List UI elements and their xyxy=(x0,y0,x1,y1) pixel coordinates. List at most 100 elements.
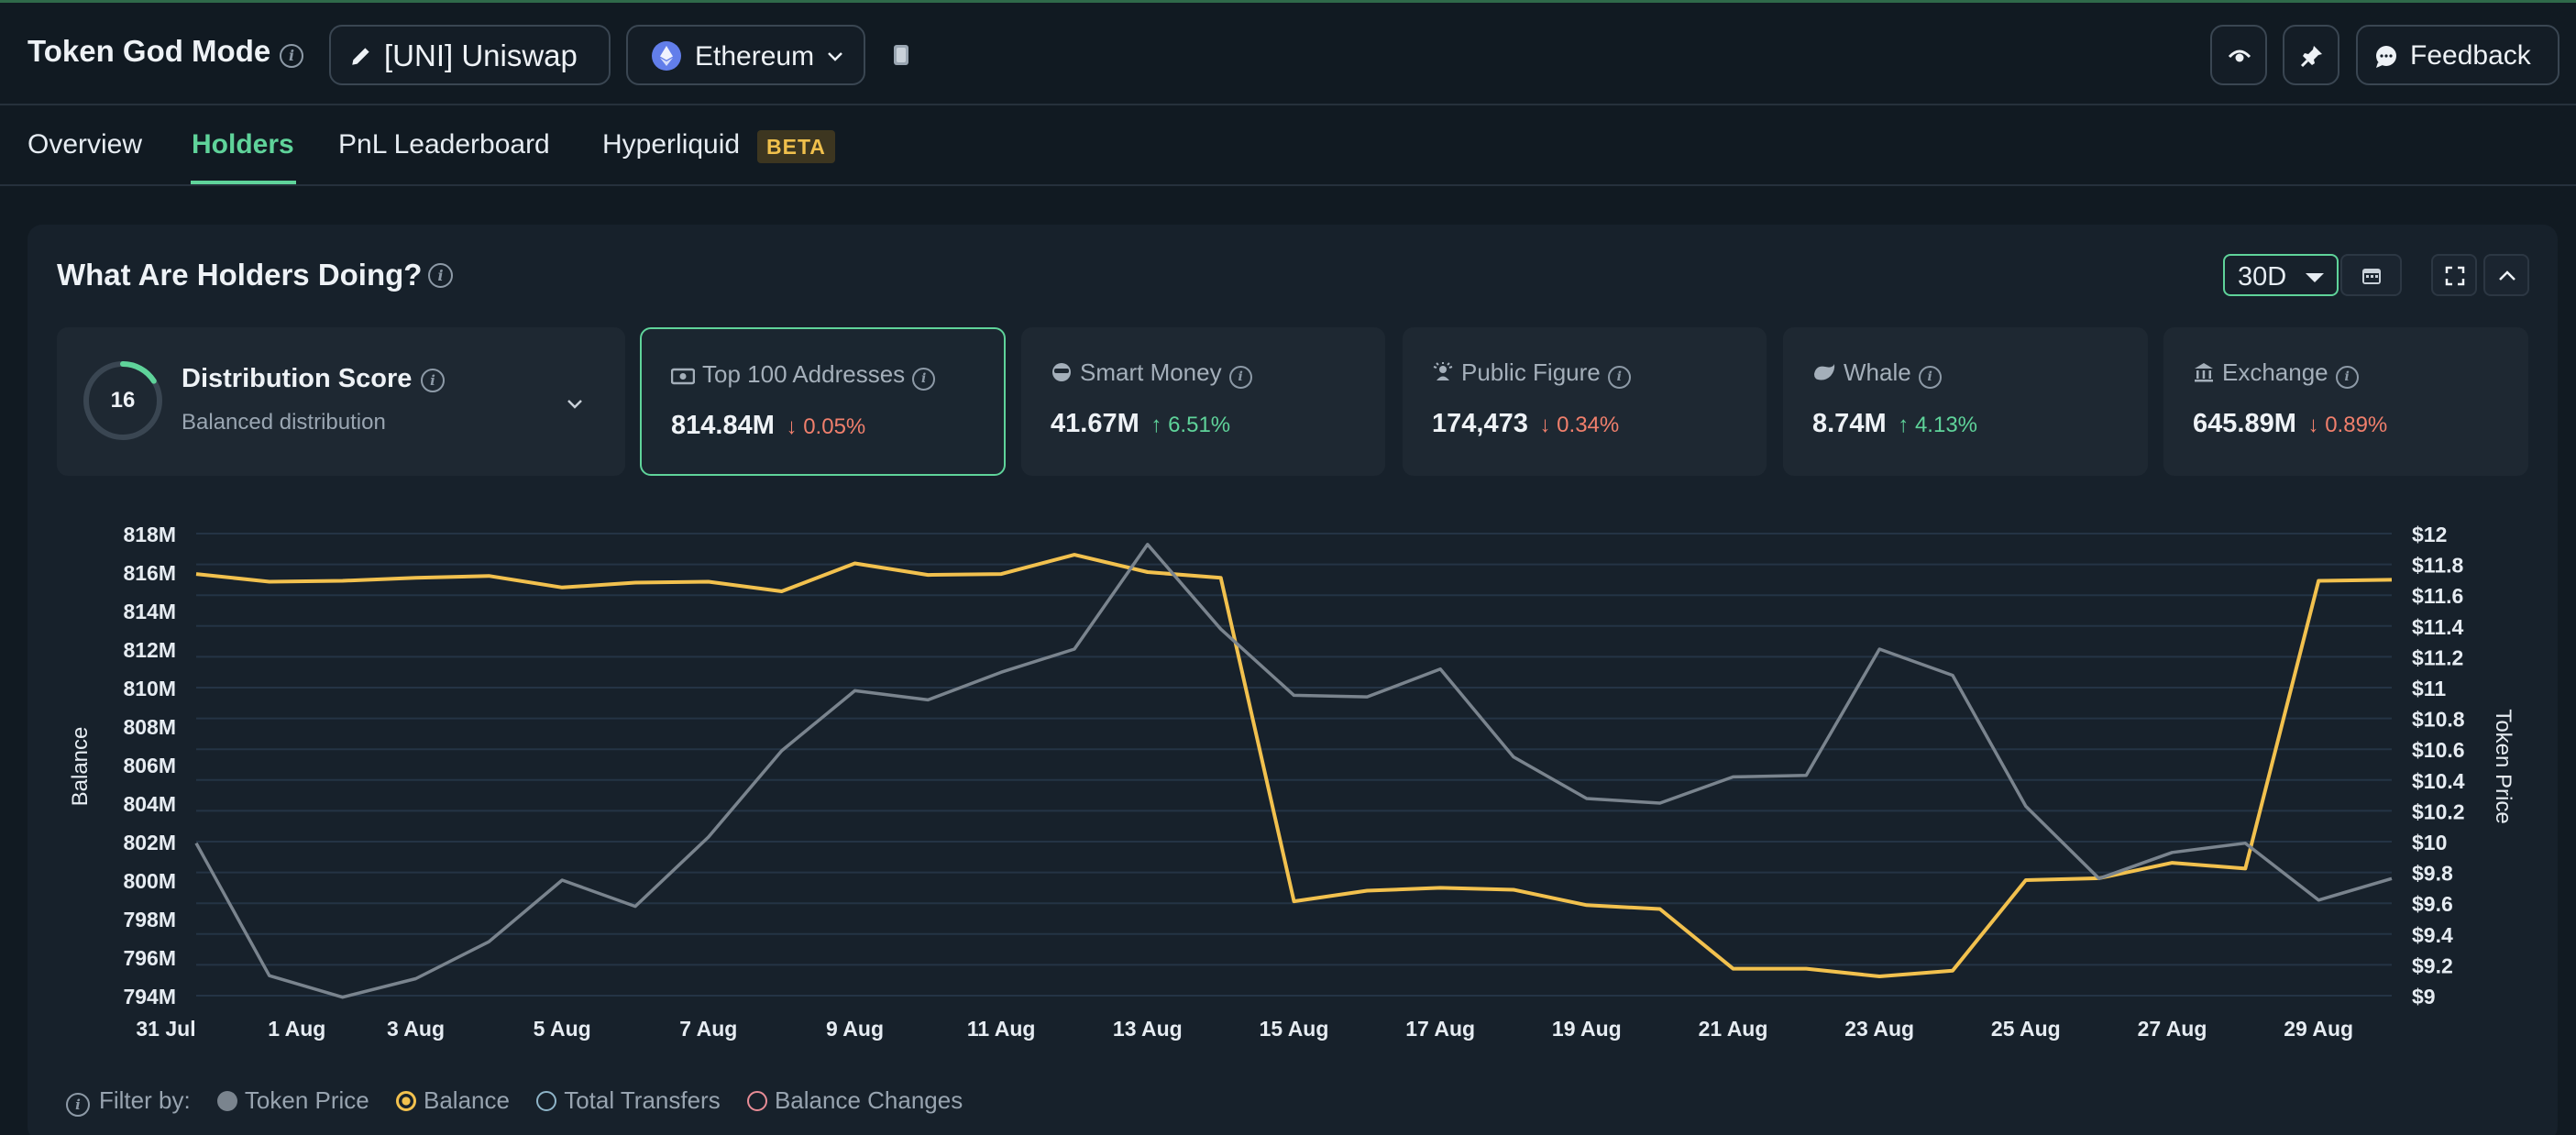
chat-bubble-icon xyxy=(2376,46,2396,68)
filter-balance-changes[interactable]: Balance Changes xyxy=(746,1086,963,1115)
card-value-text: 41.67M xyxy=(1051,409,1139,438)
change-text: 0.05% xyxy=(803,414,866,439)
tab-pnl-leaderboard[interactable]: PnL Leaderboard xyxy=(338,129,550,160)
card-label-text: Smart Money xyxy=(1080,358,1222,386)
exchange-icon xyxy=(2195,363,2213,382)
card-label: Public Figure i xyxy=(1432,358,1631,389)
y-tick-label: 810M xyxy=(123,677,176,700)
panel-title: What Are Holders Doing? xyxy=(57,258,423,292)
calendar-button[interactable] xyxy=(2340,254,2402,296)
y-tick-label: 804M xyxy=(123,792,176,816)
fullscreen-icon xyxy=(2445,266,2465,286)
active-tab-indicator xyxy=(191,181,296,184)
card-value: 645.89M ↓ 0.89% xyxy=(2193,409,2387,439)
filter-total-transfers[interactable]: Total Transfers xyxy=(536,1086,721,1115)
feedback-label: Feedback xyxy=(2410,40,2531,71)
x-tick-label: 3 Aug xyxy=(387,1017,445,1041)
pin-button[interactable] xyxy=(2283,25,2339,85)
y-tick-label: 802M xyxy=(123,831,176,854)
time-range-dropdown[interactable]: 30D xyxy=(2223,254,2339,296)
watch-button[interactable] xyxy=(2210,25,2267,85)
chevron-down-icon[interactable] xyxy=(565,393,585,413)
info-icon[interactable]: i xyxy=(1607,366,1631,389)
x-tick-label: 7 Aug xyxy=(679,1017,737,1041)
card-exchange[interactable]: Exchange i 645.89M ↓ 0.89% xyxy=(2163,327,2528,476)
distribution-score-title: Distribution Score xyxy=(182,364,413,393)
change-text: 4.13% xyxy=(1914,413,1978,437)
y-tick-label: 794M xyxy=(123,985,176,1008)
info-icon[interactable]: i xyxy=(280,44,303,68)
feedback-button[interactable]: Feedback xyxy=(2356,25,2559,85)
copy-icon[interactable] xyxy=(891,42,911,68)
chain-label: Ethereum xyxy=(695,41,815,72)
chain-selector-button[interactable]: Ethereum xyxy=(626,25,865,85)
card-top-100-addresses[interactable]: Top 100 Addresses i 814.84M ↓ 0.05% xyxy=(640,327,1006,476)
money-icon xyxy=(670,368,696,385)
info-icon[interactable]: i xyxy=(421,369,445,392)
pin-icon xyxy=(2300,46,2322,68)
filter-option-label: Token Price xyxy=(244,1086,369,1114)
card-value-text: 174,473 xyxy=(1432,409,1528,438)
header: Token God Mode i [UNI] Uniswap Ethereum … xyxy=(0,3,2576,105)
info-icon[interactable]: i xyxy=(1228,366,1252,389)
info-icon[interactable]: i xyxy=(1918,366,1942,389)
y-tick-label: 796M xyxy=(123,946,176,970)
pencil-icon xyxy=(352,48,369,65)
card-public-figure[interactable]: Public Figure i 174,473 ↓ 0.34% xyxy=(1403,327,1767,476)
y2-tick-label: $11.6 xyxy=(2412,584,2463,608)
y2-tick-label: $9.8 xyxy=(2412,862,2453,886)
info-icon[interactable]: i xyxy=(912,368,936,391)
filter-row: i Filter by: Token Price Balance Total Tr… xyxy=(66,1086,963,1117)
info-icon[interactable]: i xyxy=(66,1093,90,1117)
token-label: [UNI] Uniswap xyxy=(384,39,578,72)
filter-token-price[interactable]: Token Price xyxy=(216,1086,369,1115)
card-whale[interactable]: Whale i 8.74M ↑ 4.13% xyxy=(1783,327,2148,476)
info-icon[interactable]: i xyxy=(428,263,453,288)
empty-radio-icon xyxy=(746,1091,767,1111)
card-value: 174,473 ↓ 0.34% xyxy=(1432,409,1619,439)
chevron-down-icon xyxy=(828,52,842,61)
y2-tick-label: $10.8 xyxy=(2412,708,2465,732)
chevron-up-icon xyxy=(2499,270,2515,281)
y-tick-label: 798M xyxy=(123,908,176,931)
x-tick-label: 23 Aug xyxy=(1844,1017,1914,1041)
y2-tick-label: $9 xyxy=(2412,985,2436,1008)
change-down: ↓ 0.34% xyxy=(1533,413,1620,437)
x-tick-label: 25 Aug xyxy=(1991,1017,2061,1041)
card-label-text: Public Figure xyxy=(1461,358,1601,386)
public-figure-icon xyxy=(1433,362,1453,380)
change-down: ↓ 0.89% xyxy=(2301,413,2388,437)
distribution-score-subtitle: Balanced distribution xyxy=(182,410,386,435)
distribution-score-card[interactable]: 16 Distribution Score i Balanced distrib… xyxy=(57,327,625,476)
x-tick-label: 15 Aug xyxy=(1260,1017,1329,1041)
fullscreen-button[interactable] xyxy=(2431,254,2477,296)
filter-option-label: Balance Changes xyxy=(774,1086,963,1114)
y-tick-label: 812M xyxy=(123,638,176,662)
y2-tick-label: $10 xyxy=(2412,831,2447,854)
info-icon[interactable]: i xyxy=(2335,366,2359,389)
x-tick-label: 29 Aug xyxy=(2284,1017,2353,1041)
token-selector-button[interactable]: [UNI] Uniswap xyxy=(329,25,611,85)
distribution-score-value: 16 xyxy=(110,388,136,413)
tab-hyperliquid[interactable]: Hyperliquid xyxy=(602,129,741,160)
card-value-text: 814.84M xyxy=(671,411,775,440)
y2-tick-label: $10.4 xyxy=(2412,769,2465,793)
tab-overview[interactable]: Overview xyxy=(28,129,143,160)
tab-holders[interactable]: Holders xyxy=(192,129,294,160)
y2-tick-label: $11.4 xyxy=(2412,615,2463,639)
card-smart-money[interactable]: Smart Money i 41.67M ↑ 6.51% xyxy=(1021,327,1385,476)
y-tick-label: 806M xyxy=(123,754,176,777)
change-text: 6.51% xyxy=(1168,413,1231,437)
holders-chart: $9 $9.2 $9.4 $9.6 $9.8 $10 $10.2 $10.4 $10.6 $10.… xyxy=(68,523,2515,1041)
x-tick-label: 21 Aug xyxy=(1699,1017,1768,1041)
y2-tick-label: $11 xyxy=(2412,677,2446,700)
card-label: Top 100 Addresses i xyxy=(670,360,936,391)
score-gauge xyxy=(83,361,162,440)
card-label-text: Top 100 Addresses xyxy=(702,360,906,388)
collapse-button[interactable] xyxy=(2483,254,2529,296)
change-text: 0.34% xyxy=(1557,413,1620,437)
eye-icon xyxy=(2228,50,2251,62)
filter-balance[interactable]: Balance xyxy=(396,1086,510,1115)
filled-dot-icon xyxy=(216,1091,237,1111)
card-label: Whale i xyxy=(1812,358,1942,389)
